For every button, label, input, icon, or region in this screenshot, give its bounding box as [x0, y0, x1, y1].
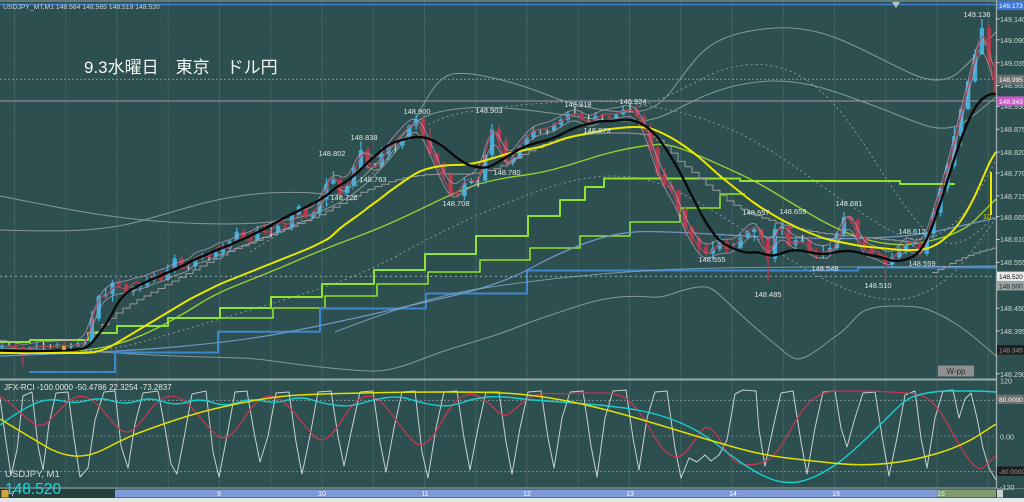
svg-text:148.930: 148.930	[1000, 102, 1024, 111]
svg-text:USDJPY_MT,M1 148.564 148.565: USDJPY_MT,M1 148.564 148.565 148.519 148…	[3, 4, 160, 11]
svg-text:149.035: 149.035	[1000, 59, 1024, 68]
svg-text:148.875: 148.875	[1000, 125, 1024, 134]
svg-text:148.726: 148.726	[330, 193, 357, 202]
svg-text:W-pp: W-pp	[947, 367, 967, 376]
svg-text:148.763: 148.763	[359, 175, 386, 184]
svg-text:148.559: 148.559	[908, 259, 935, 268]
svg-text:148.555: 148.555	[698, 255, 725, 264]
svg-text:120: 120	[1000, 377, 1012, 386]
svg-text:148.980: 148.980	[1000, 81, 1024, 90]
svg-text:USDJPY, M1: USDJPY, M1	[5, 469, 60, 480]
svg-text:-80.0000: -80.0000	[999, 469, 1024, 476]
svg-text:80.0000: 80.0000	[999, 397, 1023, 404]
svg-text:148.780: 148.780	[493, 168, 520, 177]
svg-text:148.820: 148.820	[1000, 148, 1024, 157]
svg-text:148.900: 148.900	[403, 107, 430, 116]
svg-text:148.395: 148.395	[1000, 327, 1024, 336]
svg-text:148.520: 148.520	[5, 481, 61, 498]
svg-text:148.924: 148.924	[619, 97, 646, 106]
svg-text:149.136: 149.136	[963, 10, 990, 19]
svg-text:148.345: 148.345	[999, 348, 1023, 355]
svg-text:148.802: 148.802	[318, 149, 345, 158]
svg-text:11: 11	[421, 491, 428, 498]
svg-text:148.903: 148.903	[475, 106, 502, 115]
svg-text:148.555: 148.555	[1000, 258, 1024, 267]
svg-text:148.918: 148.918	[564, 100, 591, 109]
svg-text:148.708: 148.708	[442, 199, 469, 208]
svg-text:148.520: 148.520	[999, 274, 1023, 281]
svg-text:13: 13	[626, 491, 634, 498]
svg-text:148.548: 148.548	[811, 264, 838, 273]
svg-text:148.995: 148.995	[999, 77, 1023, 84]
svg-text:148.485: 148.485	[754, 290, 781, 299]
svg-text:148.770: 148.770	[1000, 169, 1024, 178]
svg-text:148.290: 148.290	[1000, 370, 1024, 379]
svg-text:148.715: 148.715	[1000, 192, 1024, 201]
svg-text:10: 10	[983, 212, 991, 221]
svg-text:JFX-RCI -100.0000 -50.4786 22.: JFX-RCI -100.0000 -50.4786 22.3254 -73.2…	[4, 383, 172, 392]
svg-text:9: 9	[217, 491, 221, 498]
svg-text:148.838: 148.838	[350, 133, 377, 142]
svg-text:148.873: 148.873	[583, 126, 610, 135]
svg-text:148.943: 148.943	[999, 99, 1023, 106]
svg-text:10: 10	[318, 491, 326, 498]
svg-text:148.612: 148.612	[898, 227, 925, 236]
svg-text:148.665: 148.665	[1000, 213, 1024, 222]
svg-text:148.659: 148.659	[779, 207, 806, 216]
svg-text:148.657: 148.657	[742, 208, 769, 217]
svg-text:148.681: 148.681	[835, 199, 862, 208]
svg-text:148.500: 148.500	[999, 283, 1023, 290]
svg-text:149.090: 149.090	[1000, 36, 1024, 45]
svg-text:-120: -120	[1000, 483, 1014, 492]
svg-text:148.510: 148.510	[864, 281, 891, 290]
svg-text:16: 16	[937, 491, 945, 498]
svg-text:15: 15	[832, 491, 840, 498]
svg-text:149.173: 149.173	[999, 3, 1023, 10]
svg-text:0.00: 0.00	[1000, 432, 1014, 441]
svg-text:9.3水曜日 東京 ドル円: 9.3水曜日 東京 ドル円	[84, 58, 278, 77]
svg-text:148.450: 148.450	[1000, 304, 1024, 313]
svg-text:149.140: 149.140	[1000, 15, 1024, 24]
svg-text:14: 14	[729, 491, 737, 498]
svg-text:12: 12	[523, 491, 531, 498]
svg-text:7: 7	[11, 491, 15, 498]
svg-text:148.610: 148.610	[1000, 235, 1024, 244]
